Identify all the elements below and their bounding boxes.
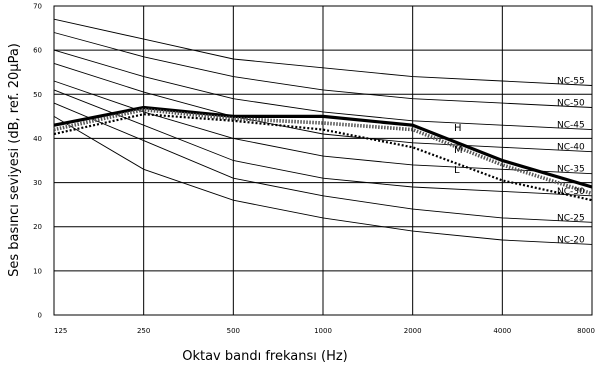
- nc-curve-label: NC-45: [557, 121, 585, 131]
- series-label: L: [454, 165, 460, 176]
- y-tick-label: 70: [33, 3, 42, 11]
- nc-curve-line: [53, 49, 593, 131]
- nc-curve-label: NC-50: [557, 99, 585, 109]
- x-tick-label: 4000: [493, 327, 511, 335]
- x-tick-label: 1000: [314, 327, 332, 335]
- y-tick-label: 10: [33, 267, 42, 275]
- nc-curve-line: [53, 80, 593, 175]
- nc-curve-line: [53, 116, 593, 245]
- nc-curve-label: NC-25: [557, 213, 585, 223]
- nc-curve-line: [53, 32, 593, 108]
- x-axis-title: Oktav bandı frekansı (Hz): [182, 349, 348, 364]
- series-line: [53, 105, 593, 189]
- x-axis-ticks: 125 250 500 1000 2000 4000 8000: [54, 327, 595, 335]
- nc-curve-label: NC-30: [557, 187, 585, 197]
- nc-curve-line: [53, 89, 593, 197]
- y-tick-label: 0: [38, 312, 42, 320]
- nc-curve-line: [53, 18, 593, 86]
- nc-curve-label: NC-55: [557, 76, 585, 86]
- x-tick-label: 8000: [577, 327, 595, 335]
- grid-lines: [53, 5, 593, 316]
- nc-curve-label: NC-35: [557, 165, 585, 175]
- x-tick-label: 2000: [404, 327, 422, 335]
- x-tick-label: 125: [54, 327, 67, 335]
- y-tick-label: 30: [33, 179, 42, 187]
- x-tick-label: 250: [137, 327, 150, 335]
- nc-curve-label: NC-40: [557, 143, 585, 153]
- series-label: H: [454, 123, 462, 134]
- nc-curve-label: NC-20: [557, 235, 585, 245]
- nc-curve-line: [53, 102, 593, 223]
- nc-curve-line: [53, 62, 593, 153]
- y-tick-label: 20: [33, 223, 42, 231]
- y-axis-ticks: 0 10 20 30 40 50 60 70: [33, 3, 42, 320]
- y-tick-label: 40: [33, 135, 42, 143]
- x-tick-label: 500: [227, 327, 240, 335]
- y-tick-label: 50: [33, 91, 42, 99]
- series-label: M: [454, 145, 463, 156]
- nc-curves: [53, 18, 593, 245]
- y-axis-title: Ses basıncı seviyesi (dB, ref. 20μPa): [7, 43, 22, 277]
- data-series: [53, 105, 593, 202]
- y-tick-label: 60: [33, 47, 42, 55]
- curve-labels: NC-55 NC-50 NC-45 NC-40 NC-35 NC-30 NC-25 NC-20…: [454, 76, 585, 245]
